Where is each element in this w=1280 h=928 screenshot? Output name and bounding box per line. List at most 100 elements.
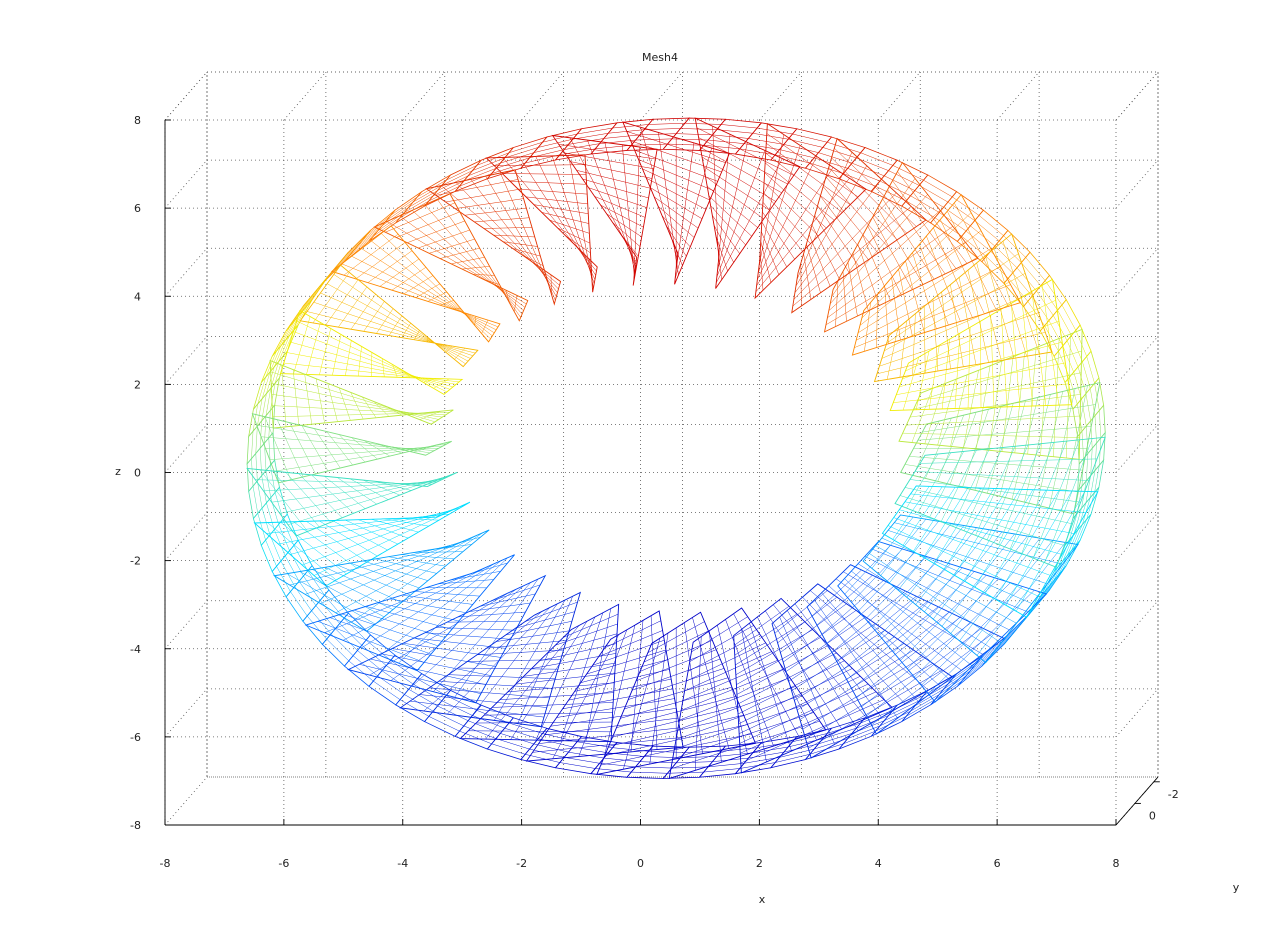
- blade: [873, 233, 1053, 383]
- y-axis-label: y: [1233, 881, 1240, 894]
- z-tick-label: -2: [130, 555, 141, 568]
- z-tick-label: -4: [130, 643, 141, 656]
- blade: [304, 554, 515, 672]
- x-tick-label: 0: [637, 857, 644, 870]
- ring-segment: [252, 486, 288, 547]
- ring-segment: [395, 174, 451, 224]
- grid-line-z-left: [164, 71, 208, 121]
- ring-segment: [901, 673, 957, 722]
- grid-line-x-top: [283, 71, 327, 121]
- z-tick-label: 6: [134, 202, 141, 215]
- blade: [299, 264, 479, 368]
- blade: [279, 309, 464, 395]
- ring-segment: [395, 673, 452, 723]
- x-tick-label: -8: [160, 857, 171, 870]
- grid-line-z-left: [164, 159, 208, 209]
- blade: [330, 225, 501, 343]
- ring-segment: [769, 727, 833, 769]
- grid-line-z-left: [164, 336, 208, 385]
- y-axis-line: [1115, 776, 1159, 826]
- ring-segment: [368, 654, 423, 706]
- blade: [889, 278, 1073, 412]
- blade: [596, 611, 757, 776]
- x-axis-label: x: [759, 893, 766, 906]
- blade: [485, 154, 598, 293]
- grid-line-z-left: [164, 776, 208, 826]
- grid-line-z-left: [164, 247, 208, 297]
- grid-line-x-top: [640, 71, 683, 121]
- blade: [399, 591, 582, 728]
- grid-line-z-side: [1115, 424, 1159, 473]
- x-tick-label: 4: [875, 857, 882, 870]
- grid-line-z-side: [1115, 512, 1159, 561]
- blade: [862, 514, 1079, 664]
- ring-segment: [1003, 251, 1051, 308]
- y-tick-label: 0: [1149, 809, 1156, 822]
- ring-segment: [662, 117, 727, 151]
- z-tick-label: 8: [134, 114, 141, 127]
- grid-line-z-left: [164, 688, 208, 738]
- blade: [771, 583, 953, 759]
- ring-segment: [838, 147, 898, 192]
- ring-segment: [590, 742, 654, 778]
- z-tick-label: -8: [130, 819, 141, 832]
- grid-line-z-side: [1115, 71, 1159, 121]
- axes-layer: -8 -6 -4 -2 0 2 4 6 8 8 6 4 2 0 -2 -4 -6 -8 -2 0: [130, 114, 1179, 870]
- ring-segment: [246, 404, 276, 466]
- blade: [791, 137, 927, 314]
- blade: [898, 328, 1083, 460]
- mesh-layer: [246, 117, 1106, 780]
- x-tick-label: -2: [516, 857, 527, 870]
- ring-segment: [454, 704, 514, 750]
- blade: [273, 529, 490, 632]
- grid-line-z-left: [164, 600, 208, 650]
- ring-segment: [285, 275, 330, 332]
- blade: [347, 574, 547, 704]
- ring-segment: [901, 174, 958, 224]
- ring-segment: [271, 299, 313, 357]
- y-tick-label: -2: [1168, 788, 1179, 801]
- x-tick-label: -4: [397, 857, 408, 870]
- z-tick-label: -6: [130, 731, 141, 744]
- grid-line-x-top: [759, 71, 802, 121]
- grid-layer: [164, 71, 1159, 826]
- grid-line-x-top: [402, 71, 446, 121]
- blade: [837, 540, 1048, 703]
- ring-segment: [322, 230, 371, 284]
- grid-line-x-top: [521, 71, 564, 121]
- grid-line-z-side: [1115, 159, 1159, 209]
- blade: [668, 607, 827, 780]
- blade: [622, 121, 731, 285]
- blade: [551, 134, 658, 286]
- blade: [754, 122, 867, 300]
- grid-line-z-side: [1115, 247, 1159, 297]
- grid-line-x-top: [164, 71, 208, 121]
- z-tick-label: 2: [134, 378, 141, 391]
- blade: [269, 359, 454, 429]
- grid-line-z-left: [164, 512, 208, 561]
- x-tick-label: 8: [1113, 857, 1120, 870]
- blade: [373, 193, 529, 322]
- grid-line-z-side: [1115, 688, 1159, 738]
- blade: [246, 467, 458, 537]
- blade: [823, 161, 979, 333]
- blade: [425, 169, 562, 306]
- z-tick-label: 4: [134, 290, 141, 303]
- grid-line-z-side: [1115, 336, 1159, 385]
- z-tick-label: 0: [134, 467, 141, 480]
- blade: [733, 597, 893, 774]
- blade: [881, 485, 1099, 618]
- chart-title: Mesh4: [642, 51, 678, 64]
- blade: [251, 413, 452, 484]
- grid-line-x-top: [996, 71, 1040, 121]
- x-tick-label: -6: [278, 857, 289, 870]
- x-tick-label: 6: [994, 857, 1001, 870]
- blade: [525, 610, 684, 762]
- z-axis-label: z: [115, 465, 121, 478]
- ring-segment: [870, 690, 929, 737]
- x-tick-label: 2: [756, 857, 763, 870]
- grid-line-x-top: [877, 71, 921, 121]
- blade: [459, 603, 620, 743]
- grid-line-z-side: [1115, 600, 1159, 650]
